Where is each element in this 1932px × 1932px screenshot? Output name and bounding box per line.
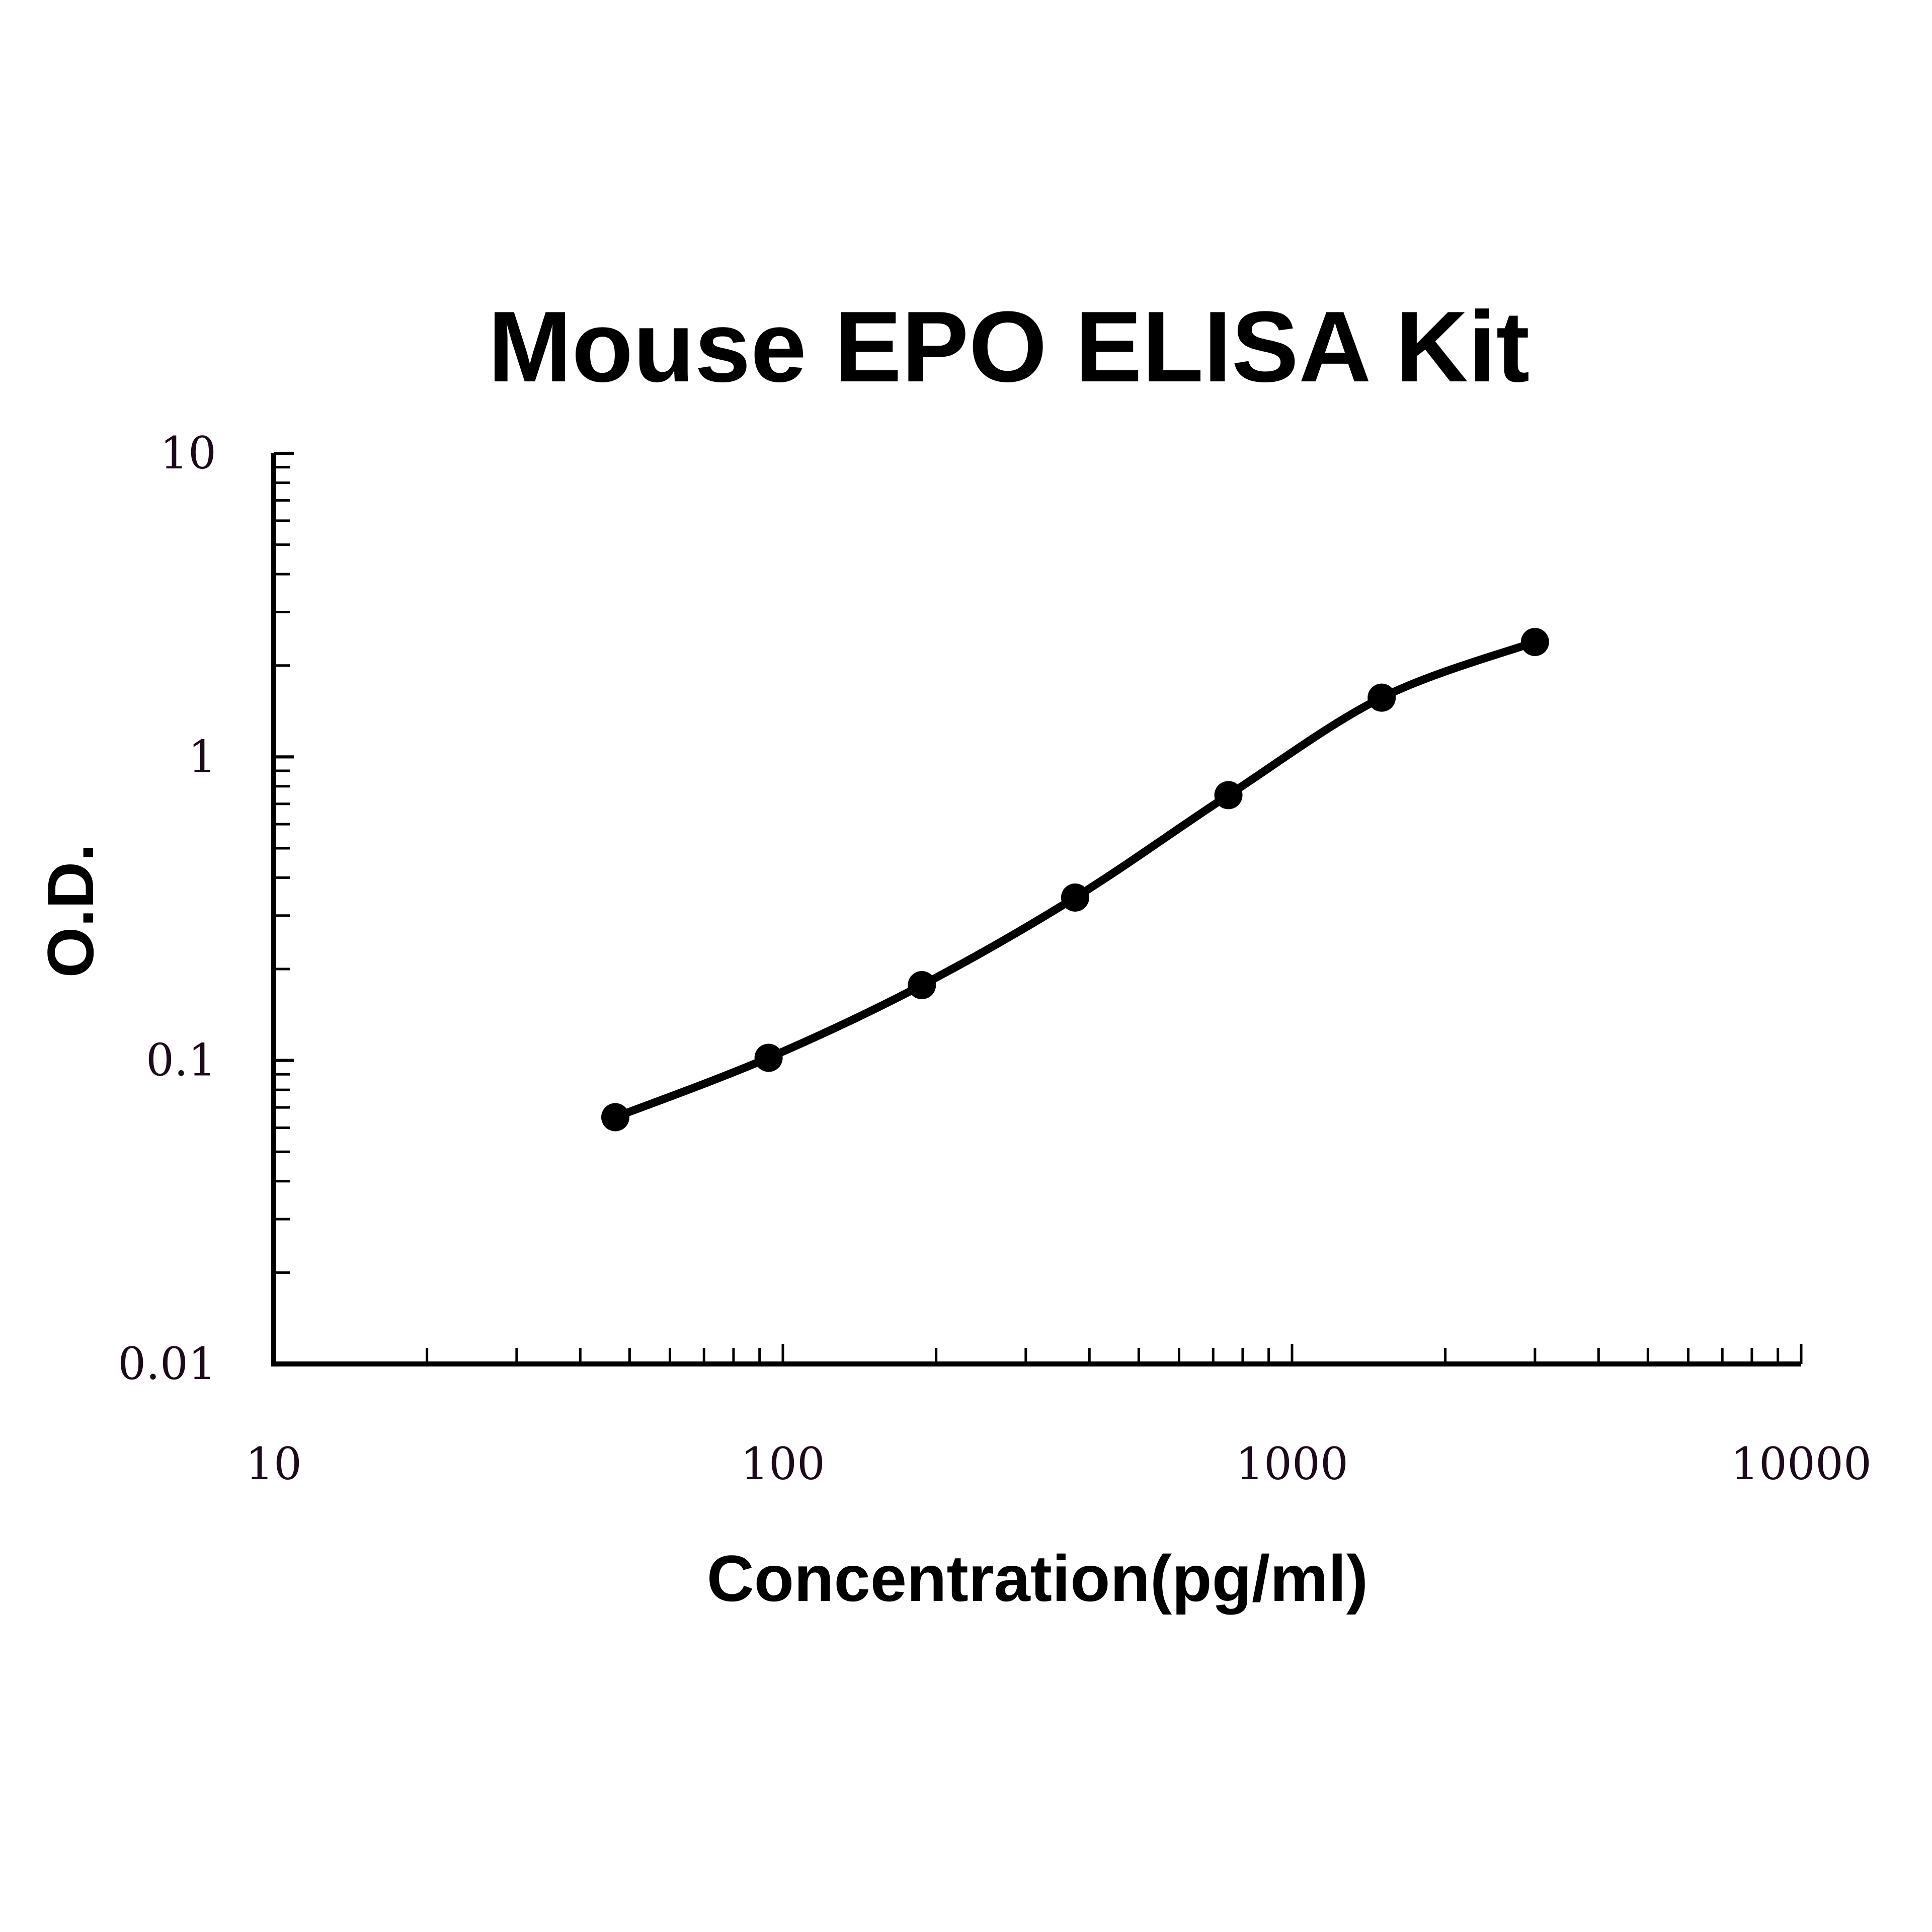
axes bbox=[271, 452, 1803, 1366]
standard-curve-line bbox=[611, 638, 1539, 1121]
data-points bbox=[601, 628, 1549, 1132]
y-tick-labels: 10 1 0.1 0.01 bbox=[118, 427, 216, 1390]
x-axis-label: Concentration(pg/ml) bbox=[707, 1542, 1368, 1615]
y-tick-label: 0.01 bbox=[118, 1338, 216, 1390]
data-point-marker bbox=[1214, 781, 1243, 810]
data-point-marker bbox=[1520, 628, 1549, 657]
x-tick-label: 100 bbox=[741, 1438, 825, 1490]
x-tick-label: 1000 bbox=[1236, 1438, 1348, 1490]
data-point-marker bbox=[754, 1043, 783, 1072]
data-point-marker bbox=[908, 971, 936, 1000]
chart-title: Mouse EPO ELISA Kit bbox=[488, 291, 1530, 403]
y-tick-label: 0.1 bbox=[146, 1034, 216, 1086]
y-axis-label: O.D. bbox=[34, 843, 107, 978]
x-tick-labels: 10 100 1000 10000 bbox=[246, 1438, 1872, 1490]
y-tick-label: 1 bbox=[188, 731, 216, 782]
data-point-marker bbox=[1061, 883, 1089, 912]
data-point-marker bbox=[601, 1103, 629, 1132]
x-tick-label: 10 bbox=[246, 1438, 302, 1490]
y-tick-label: 10 bbox=[160, 427, 216, 479]
data-point-marker bbox=[1367, 683, 1396, 712]
x-tick-label: 10000 bbox=[1731, 1438, 1872, 1490]
